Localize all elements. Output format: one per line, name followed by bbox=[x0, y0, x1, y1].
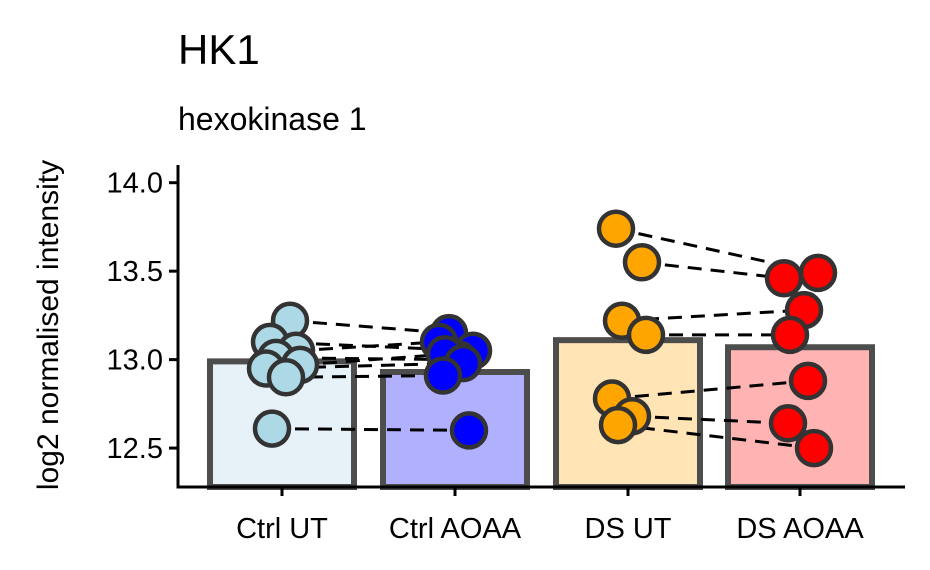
point-ds-ut bbox=[626, 315, 666, 355]
point-ctrl-aoaa bbox=[449, 411, 489, 450]
x-tick-label: DS UT bbox=[585, 513, 672, 545]
point-ds-ut bbox=[622, 243, 662, 282]
x-tick-label: Ctrl UT bbox=[236, 513, 328, 545]
pair-line bbox=[631, 414, 789, 425]
point-ds-ut bbox=[598, 405, 638, 445]
pair-line bbox=[295, 340, 440, 353]
point-ds-aoaa bbox=[798, 253, 838, 293]
point-ds-aoaa bbox=[768, 404, 808, 443]
pair-line bbox=[289, 319, 450, 335]
point-ctrl-ut bbox=[266, 358, 306, 397]
chart-title: HK1 bbox=[178, 26, 260, 73]
axes-layer: 12.5 13.0 13.5 14.0 Ctrl UT Ctrl AOAA DS UT DS … bbox=[107, 165, 905, 545]
points-layer bbox=[246, 209, 838, 468]
y-tick-label: 14.0 bbox=[107, 168, 163, 200]
y-tick-label: 13.0 bbox=[107, 345, 163, 377]
x-tick-label: DS AOAA bbox=[736, 513, 864, 545]
pair-line bbox=[271, 427, 470, 432]
point-ds-aoaa bbox=[794, 428, 834, 468]
point-ds-aoaa bbox=[788, 361, 828, 401]
pair-line bbox=[299, 352, 446, 367]
point-ds-aoaa bbox=[764, 258, 804, 298]
point-ds-ut bbox=[596, 209, 636, 248]
y-tick-label: 13.5 bbox=[107, 256, 163, 288]
point-ds-aoaa bbox=[770, 315, 810, 355]
point-ctrl-ut bbox=[252, 409, 292, 448]
pair-line bbox=[617, 423, 815, 450]
x-tick-label: Ctrl AOAA bbox=[389, 513, 522, 545]
pair-line bbox=[641, 260, 785, 280]
chart-subtitle: hexokinase 1 bbox=[178, 101, 367, 137]
y-tick-label: 12.5 bbox=[107, 433, 163, 465]
pair-line bbox=[611, 379, 809, 401]
point-ctrl-aoaa bbox=[423, 356, 463, 395]
y-axis-title: log2 normalised intensity bbox=[32, 160, 65, 490]
